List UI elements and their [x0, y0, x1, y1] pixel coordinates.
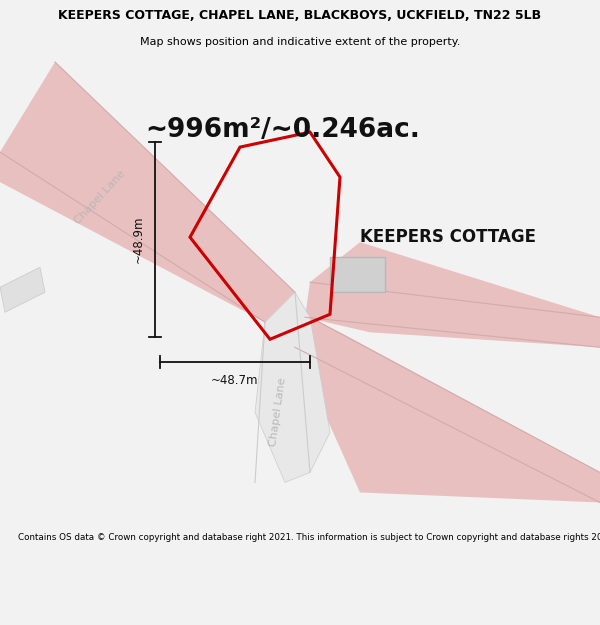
Text: Chapel Lane: Chapel Lane	[268, 378, 288, 448]
Text: Chapel Lane: Chapel Lane	[73, 168, 127, 226]
Polygon shape	[305, 242, 600, 348]
Text: Contains OS data © Crown copyright and database right 2021. This information is : Contains OS data © Crown copyright and d…	[18, 532, 600, 541]
Polygon shape	[0, 62, 295, 322]
Text: Map shows position and indicative extent of the property.: Map shows position and indicative extent…	[140, 38, 460, 48]
Polygon shape	[255, 292, 330, 482]
Polygon shape	[295, 318, 600, 502]
Text: ~996m²/~0.246ac.: ~996m²/~0.246ac.	[145, 117, 420, 143]
Text: KEEPERS COTTAGE: KEEPERS COTTAGE	[360, 228, 536, 246]
Text: ~48.7m: ~48.7m	[211, 374, 259, 388]
Polygon shape	[330, 258, 385, 292]
Polygon shape	[0, 268, 45, 312]
Text: ~48.9m: ~48.9m	[132, 216, 145, 264]
Text: KEEPERS COTTAGE, CHAPEL LANE, BLACKBOYS, UCKFIELD, TN22 5LB: KEEPERS COTTAGE, CHAPEL LANE, BLACKBOYS,…	[58, 9, 542, 22]
